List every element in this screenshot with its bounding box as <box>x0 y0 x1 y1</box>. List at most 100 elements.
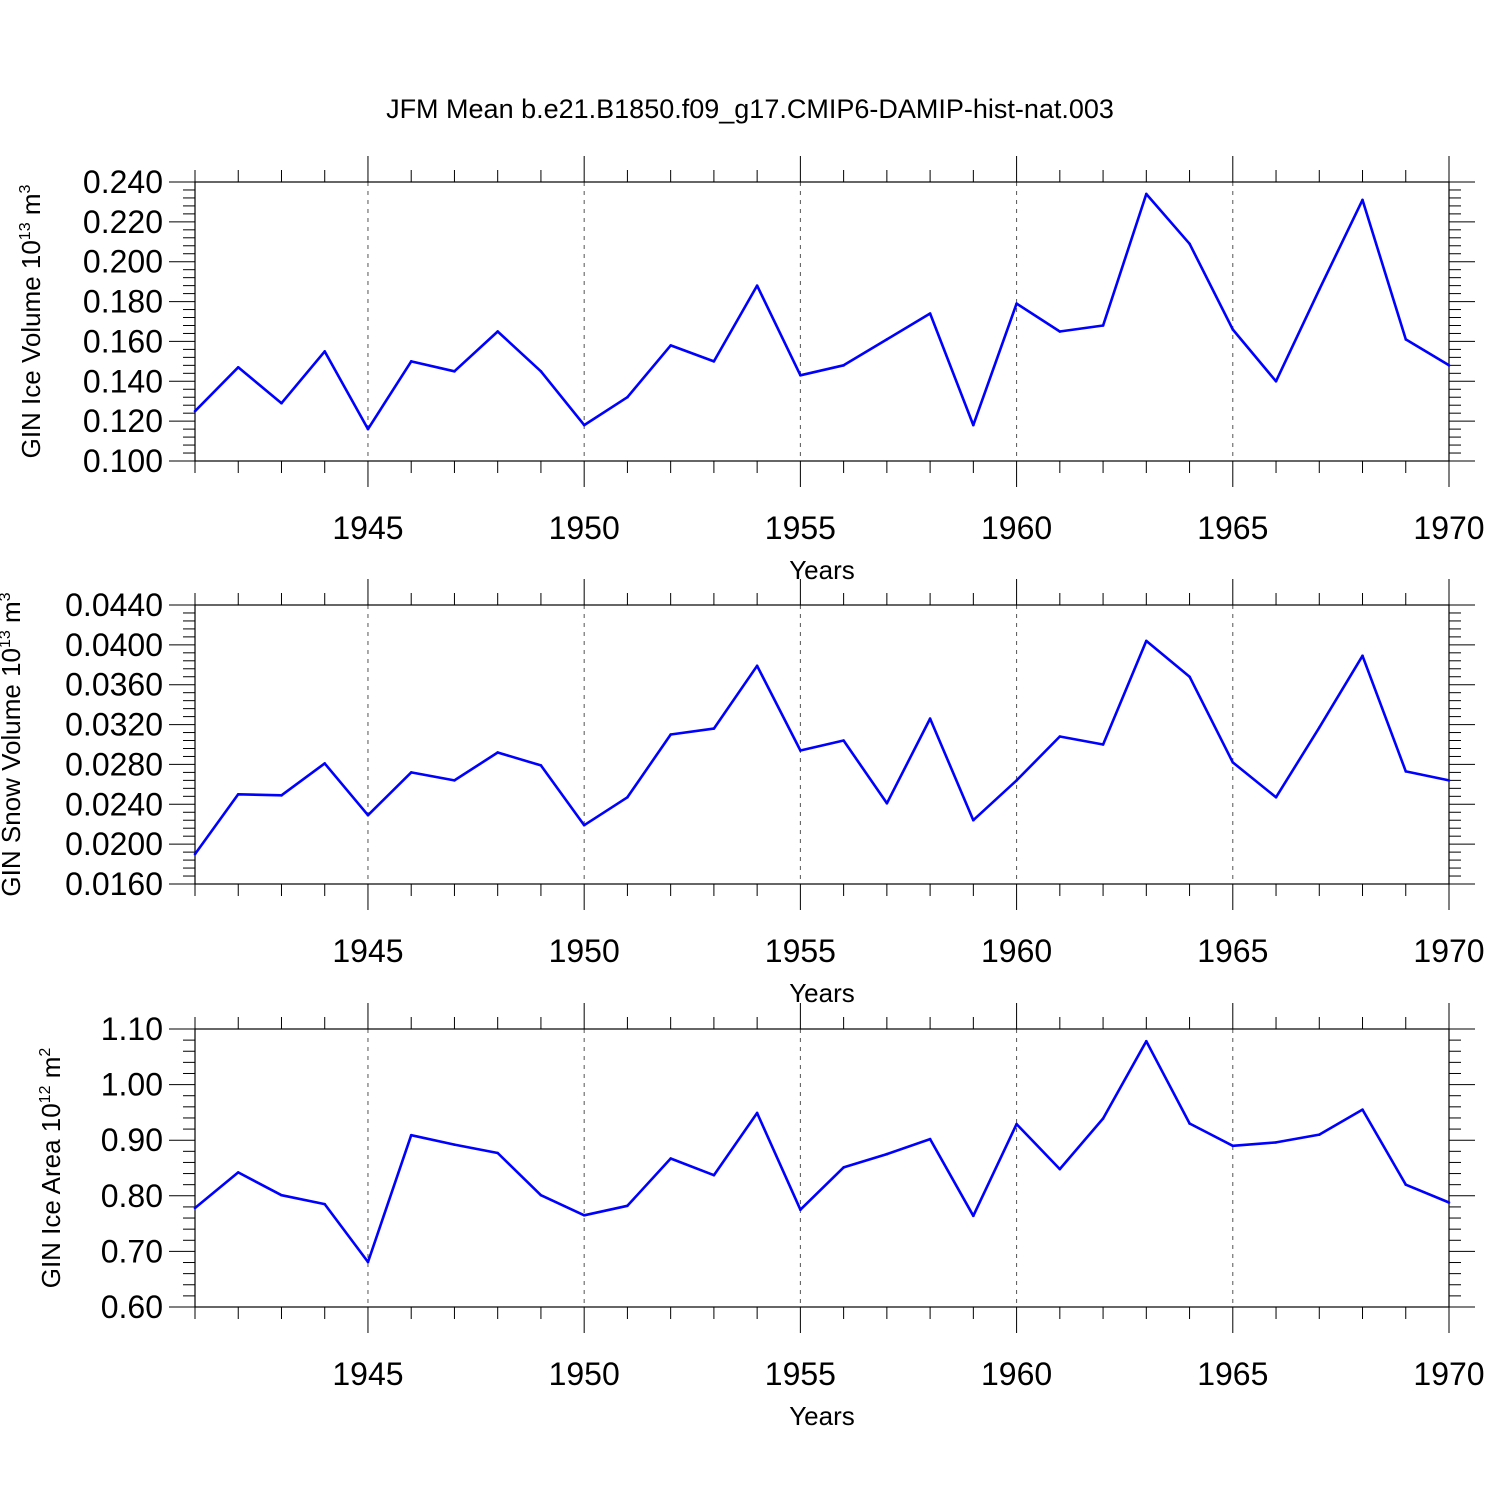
y-label-main: GIN Ice Area 10 <box>36 1103 66 1288</box>
data-point <box>236 1171 240 1174</box>
data-point <box>669 1157 672 1160</box>
y-tick-label: 0.120 <box>83 403 163 439</box>
data-point <box>755 664 759 668</box>
y-tick-label: 0.0200 <box>65 826 163 862</box>
data-point <box>453 779 456 782</box>
data-point <box>1361 1108 1364 1111</box>
data-point <box>582 1213 586 1217</box>
y-tick-label: 0.220 <box>83 204 163 240</box>
panel-3: 0.60 0.70 0.80 0.90 1.00 1.10 1945 1950 1955 1960… <box>36 1003 1485 1431</box>
x-tick-label: 1945 <box>332 933 403 969</box>
data-point <box>1447 1201 1451 1204</box>
x-axis-label: Years <box>789 978 855 1008</box>
x-tick-label: 1960 <box>981 933 1052 969</box>
y-tick-label: 0.160 <box>83 323 163 359</box>
data-point <box>1317 1133 1321 1136</box>
series-line <box>194 1039 1450 1264</box>
data-point <box>799 1208 802 1211</box>
data-point <box>755 284 759 287</box>
y-tick-label: 0.0320 <box>65 707 163 743</box>
data-point <box>626 1204 629 1208</box>
y-tick-label: 1.00 <box>101 1067 163 1103</box>
x-tick-label: 1950 <box>549 933 620 969</box>
data-point <box>885 1152 889 1156</box>
y-tick-label: 0.180 <box>83 284 163 320</box>
data-point <box>1145 1039 1148 1043</box>
data-point <box>1317 726 1321 729</box>
data-point <box>928 312 932 315</box>
x-tick-label: 1965 <box>1197 933 1268 969</box>
data-point <box>1058 1167 1062 1171</box>
data-point <box>236 366 240 369</box>
data-point <box>1404 770 1408 773</box>
data-point <box>1274 379 1278 383</box>
data-point <box>842 364 845 367</box>
data-point <box>928 1137 932 1141</box>
data-point <box>972 818 975 822</box>
y-tick-label: 0.0440 <box>65 587 163 623</box>
data-point <box>669 344 672 347</box>
y-tick-label: 0.0240 <box>65 786 163 822</box>
data-point <box>842 1166 845 1169</box>
y-tick-label: 0.70 <box>101 1233 163 1269</box>
data-point <box>1404 1183 1408 1186</box>
y-label-exponent: 13 <box>0 630 14 648</box>
data-point <box>1317 288 1321 291</box>
x-tick-label: 1965 <box>1197 1356 1268 1392</box>
y-tick-label: 0.0400 <box>65 627 163 663</box>
data-point <box>712 727 716 730</box>
data-point <box>1058 330 1062 333</box>
data-point <box>972 1214 975 1218</box>
y-axis-label: GIN Ice Volume 1013 m3 <box>16 184 46 458</box>
data-point <box>1274 796 1278 799</box>
data-point <box>1274 1141 1278 1144</box>
y-label-unit-exponent: 3 <box>17 184 34 193</box>
data-point <box>1361 198 1364 202</box>
x-tick-label: 1965 <box>1197 510 1268 546</box>
data-point <box>1447 779 1451 782</box>
data-point <box>799 374 802 377</box>
x-tick-label: 1945 <box>332 1356 403 1392</box>
plot-frame <box>194 181 1450 462</box>
data-point <box>928 717 932 720</box>
y-axis-label: GIN Ice Area 1012 m2 <box>36 1048 66 1289</box>
x-tick-label: 1970 <box>1413 933 1484 969</box>
y-tick-label: 0.0360 <box>65 667 163 703</box>
x-tick-label: 1955 <box>765 933 836 969</box>
y-tick-label: 0.0160 <box>65 866 163 902</box>
data-point <box>626 796 629 799</box>
y-label-unit-exponent: 3 <box>0 592 14 601</box>
data-point <box>1231 1144 1235 1148</box>
data-point <box>366 1260 370 1264</box>
data-point <box>496 751 499 754</box>
data-point <box>366 427 370 431</box>
y-tick-label: 0.240 <box>83 164 163 200</box>
y-label-unit: m <box>0 601 26 630</box>
data-point <box>1188 1122 1191 1125</box>
data-point <box>453 1143 456 1146</box>
data-point <box>1101 743 1105 746</box>
data-point <box>1101 1117 1105 1120</box>
x-axis-label: Years <box>789 1401 855 1431</box>
data-point <box>193 1206 197 1210</box>
data-point <box>755 1111 759 1115</box>
data-point <box>280 401 283 405</box>
data-point <box>842 739 845 742</box>
data-point <box>1058 735 1062 738</box>
data-point <box>409 771 413 774</box>
y-tick-label: 0.90 <box>101 1122 163 1158</box>
y-tick-label: 0.0280 <box>65 746 163 782</box>
y-label-exponent: 13 <box>17 222 34 240</box>
data-point <box>496 1151 499 1155</box>
x-tick-label: 1950 <box>549 510 620 546</box>
y-label-main: GIN Snow Volume 10 <box>0 648 26 897</box>
data-point <box>1101 324 1105 327</box>
data-point <box>626 395 629 399</box>
y-tick-label: 0.80 <box>101 1178 163 1214</box>
data-point <box>1404 338 1408 341</box>
x-tick-label: 1955 <box>765 510 836 546</box>
data-point <box>1231 761 1235 764</box>
y-tick-label: 0.60 <box>101 1289 163 1325</box>
